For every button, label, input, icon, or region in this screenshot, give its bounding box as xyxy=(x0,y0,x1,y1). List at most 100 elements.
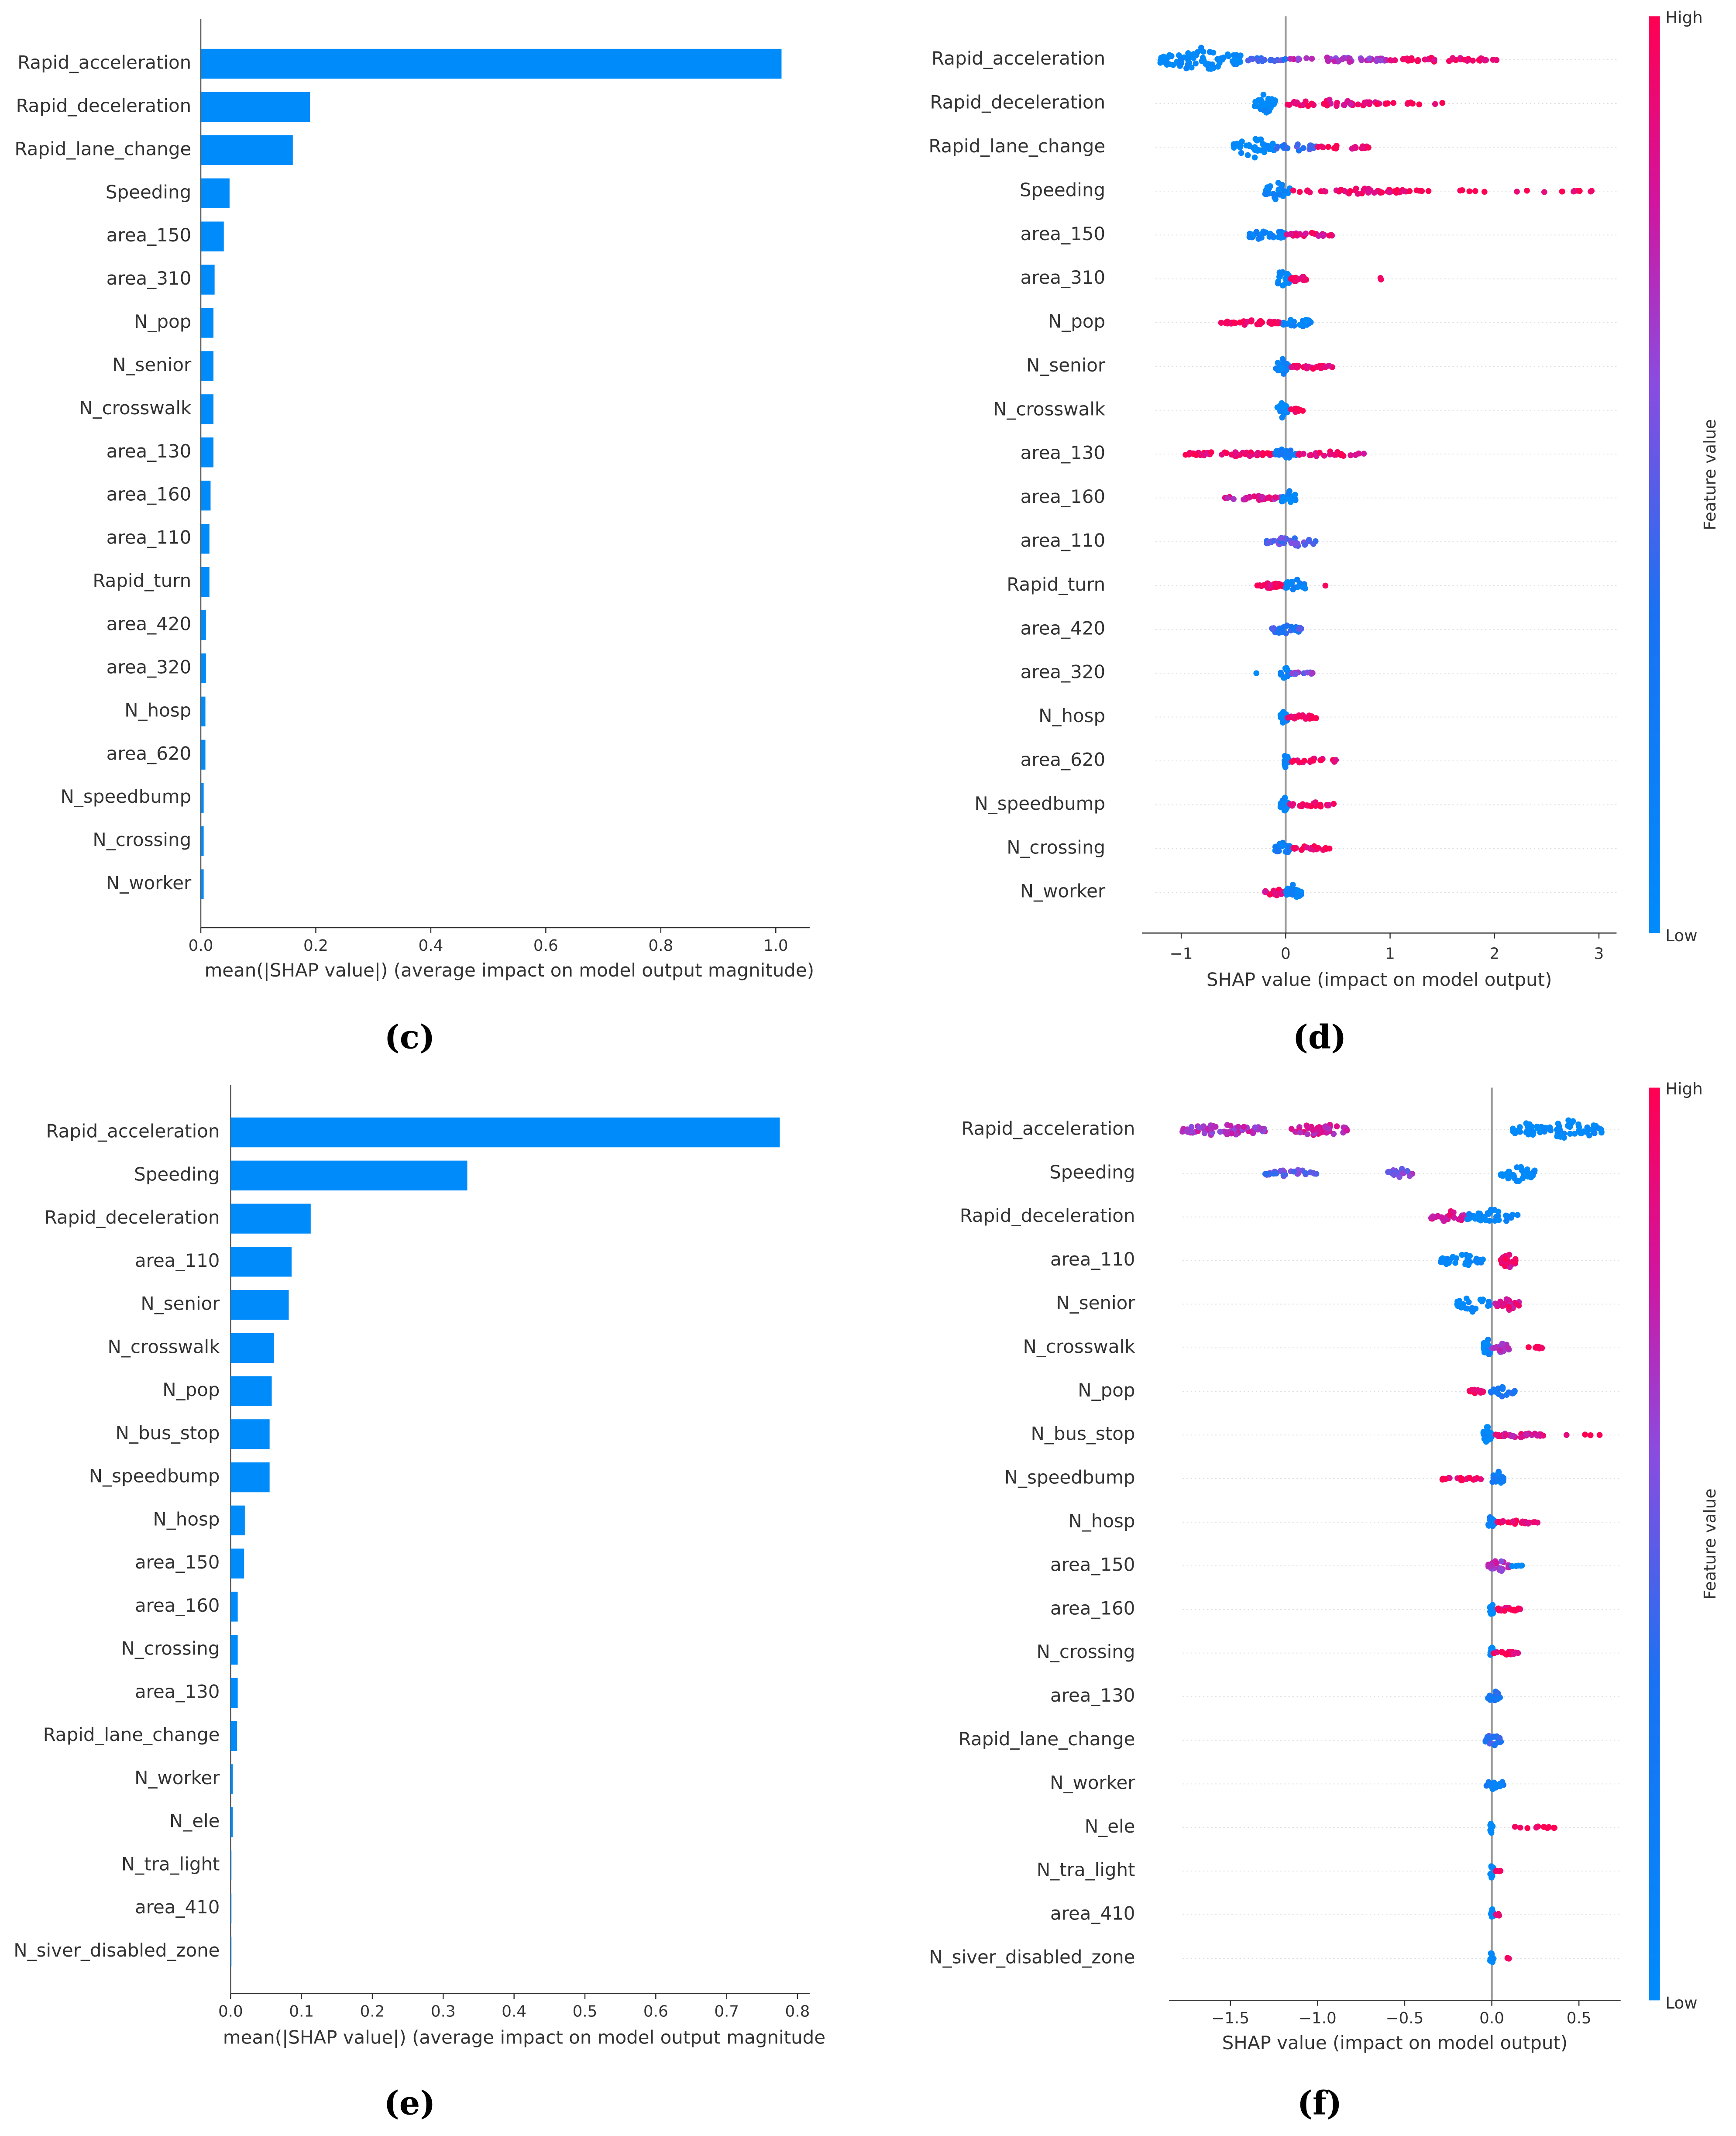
shap-point xyxy=(1447,1212,1453,1218)
shap-point xyxy=(1291,1169,1297,1175)
shap-point xyxy=(1488,1562,1495,1568)
shap-point xyxy=(1238,150,1244,156)
shap-point xyxy=(1557,1128,1563,1134)
bar-N_crosswalk xyxy=(230,1333,274,1363)
shap-point xyxy=(1491,1345,1497,1351)
shap-point xyxy=(1595,1125,1602,1132)
shap-point xyxy=(1324,102,1330,109)
shap-point xyxy=(1385,100,1391,107)
feature-label: area_130 xyxy=(135,1681,220,1702)
shap-point xyxy=(1532,1519,1538,1525)
bar-area_110 xyxy=(230,1247,292,1277)
shap-point xyxy=(1489,1786,1496,1792)
shap-point xyxy=(1429,1214,1435,1221)
feature-label: N_tra_light xyxy=(1037,1859,1135,1881)
shap-point xyxy=(1267,57,1274,64)
feature-label: N_crosswalk xyxy=(107,1336,220,1357)
shap-point xyxy=(1571,1131,1578,1137)
shap-point xyxy=(1409,100,1416,107)
shap-point xyxy=(1481,189,1488,195)
shap-point xyxy=(1531,1169,1537,1175)
shap-point xyxy=(1294,99,1300,106)
shap-point xyxy=(1259,319,1265,326)
bar-area_160 xyxy=(201,481,211,511)
shap-point xyxy=(1477,1297,1484,1303)
feature-label: Rapid_turn xyxy=(1007,574,1105,595)
shap-point xyxy=(1201,1130,1208,1136)
shap-point xyxy=(1508,1214,1514,1221)
feature-label: N_worker xyxy=(106,872,192,894)
shap-point xyxy=(1259,494,1265,500)
shap-point xyxy=(1472,1215,1478,1222)
shap-point xyxy=(1288,1126,1295,1132)
shap-point xyxy=(1256,234,1262,241)
shap-point xyxy=(1289,275,1296,281)
shap-point xyxy=(1292,406,1298,412)
shap-point xyxy=(1559,188,1565,195)
shap-point xyxy=(1464,1216,1471,1223)
feature-label: area_110 xyxy=(135,1250,220,1271)
shap-point xyxy=(1301,757,1308,764)
shap-point xyxy=(1302,542,1308,548)
shap-point xyxy=(1374,101,1380,107)
x-tick-label: 0.0 xyxy=(1479,2009,1504,2027)
shap-point xyxy=(1267,318,1273,325)
shap-point xyxy=(1488,1950,1495,1957)
shap-point xyxy=(1541,1128,1547,1135)
x-tick-label: 0.2 xyxy=(360,2003,385,2021)
bar-N_ele xyxy=(230,1807,233,1837)
shap-point xyxy=(1279,143,1286,149)
shap-point xyxy=(1319,365,1325,371)
shap-point xyxy=(1272,494,1279,501)
shap-point xyxy=(1490,1475,1497,1481)
shap-point xyxy=(1526,1344,1532,1350)
shap-point xyxy=(1289,891,1296,898)
feature-label: area_130 xyxy=(107,440,192,462)
shap-point xyxy=(1485,1695,1491,1701)
shap-point xyxy=(1472,1476,1478,1482)
shap-point xyxy=(1563,1432,1570,1438)
shap-point xyxy=(1281,801,1288,808)
shap-point xyxy=(1488,1870,1495,1877)
feature-label: area_320 xyxy=(1021,661,1106,683)
bar-area_310 xyxy=(201,265,215,295)
bar-Rapid_acceleration xyxy=(201,48,782,79)
shap-point xyxy=(1396,1174,1403,1180)
shap-point xyxy=(1494,1696,1501,1703)
shap-point xyxy=(1261,107,1267,114)
feature-label: N_worker xyxy=(1050,1772,1135,1793)
shap-point xyxy=(1519,1167,1525,1173)
shap-point xyxy=(1292,492,1298,498)
shap-point xyxy=(1485,1337,1491,1343)
bar-area_420 xyxy=(201,610,206,640)
shap-point xyxy=(1377,275,1384,281)
shap-point xyxy=(1514,1212,1521,1218)
shap-point xyxy=(1185,55,1191,61)
shap-point xyxy=(1290,845,1297,851)
shap-point xyxy=(1260,582,1267,588)
shap-point xyxy=(1282,753,1288,759)
shap-point xyxy=(1281,497,1287,504)
shap-point xyxy=(1300,451,1306,457)
shap-point xyxy=(1277,402,1283,409)
shap-point xyxy=(1512,1256,1519,1262)
shap-point xyxy=(1500,1518,1506,1524)
bar-Speeding xyxy=(201,178,230,208)
bar-area_150 xyxy=(201,221,224,251)
feature-label: Rapid_deceleration xyxy=(45,1207,220,1228)
shap-point xyxy=(1305,103,1311,109)
feature-label: N_pop xyxy=(134,311,191,332)
shap-point xyxy=(1405,100,1411,106)
shap-point xyxy=(1289,882,1296,888)
shap-point xyxy=(1575,1121,1581,1128)
shap-point xyxy=(1464,58,1471,64)
shap-point xyxy=(1264,495,1270,502)
colorbar-high-label: High xyxy=(1665,1079,1703,1098)
panel-caption: (d) xyxy=(1293,1018,1347,1056)
colorbar-high-label: High xyxy=(1665,8,1703,27)
x-tick-label: 0.7 xyxy=(714,2003,739,2021)
x-tick-label: 0.5 xyxy=(1567,2009,1592,2027)
shap-point xyxy=(1510,1172,1516,1178)
x-tick-label: 0.1 xyxy=(289,2003,314,2021)
shap-point xyxy=(1279,182,1286,188)
